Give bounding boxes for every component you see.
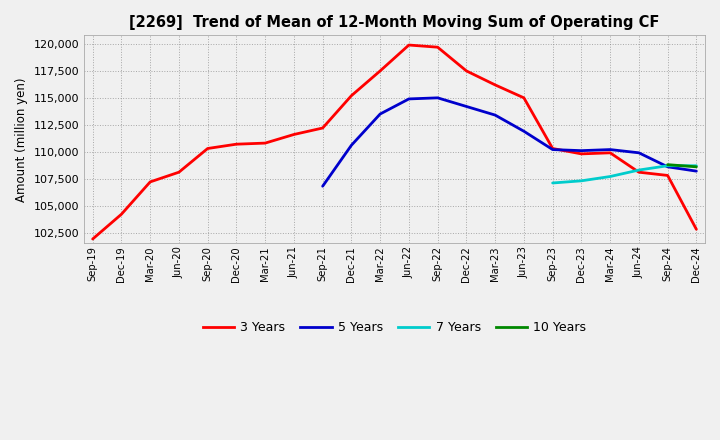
5 Years xyxy=(549,147,557,152)
3 Years xyxy=(174,169,183,175)
3 Years xyxy=(433,44,442,50)
5 Years xyxy=(606,147,614,152)
7 Years xyxy=(549,180,557,186)
3 Years xyxy=(577,151,585,157)
Legend: 3 Years, 5 Years, 7 Years, 10 Years: 3 Years, 5 Years, 7 Years, 10 Years xyxy=(198,316,591,339)
7 Years xyxy=(577,178,585,183)
3 Years xyxy=(318,125,327,131)
5 Years xyxy=(433,95,442,100)
5 Years xyxy=(663,164,672,169)
3 Years xyxy=(462,68,471,73)
5 Years xyxy=(347,143,356,148)
Line: 5 Years: 5 Years xyxy=(323,98,696,186)
Line: 10 Years: 10 Years xyxy=(667,165,696,167)
7 Years xyxy=(692,163,701,169)
3 Years xyxy=(289,132,298,137)
7 Years xyxy=(634,167,643,172)
3 Years xyxy=(203,146,212,151)
10 Years xyxy=(692,164,701,169)
10 Years xyxy=(663,162,672,167)
5 Years xyxy=(520,128,528,134)
3 Years xyxy=(405,42,413,48)
5 Years xyxy=(405,96,413,102)
5 Years xyxy=(376,111,384,117)
3 Years xyxy=(549,146,557,151)
3 Years xyxy=(634,169,643,175)
Y-axis label: Amount (million yen): Amount (million yen) xyxy=(15,77,28,202)
5 Years xyxy=(491,113,500,118)
3 Years xyxy=(261,140,269,146)
Line: 3 Years: 3 Years xyxy=(93,45,696,239)
3 Years xyxy=(89,236,97,242)
5 Years xyxy=(462,104,471,109)
Line: 7 Years: 7 Years xyxy=(553,166,696,183)
3 Years xyxy=(491,82,500,88)
3 Years xyxy=(692,227,701,232)
5 Years xyxy=(577,148,585,153)
5 Years xyxy=(634,150,643,155)
3 Years xyxy=(117,212,126,217)
3 Years xyxy=(520,95,528,100)
3 Years xyxy=(347,93,356,98)
7 Years xyxy=(663,163,672,169)
3 Years xyxy=(606,150,614,155)
7 Years xyxy=(606,174,614,179)
3 Years xyxy=(146,179,155,184)
3 Years xyxy=(232,142,240,147)
3 Years xyxy=(663,173,672,178)
5 Years xyxy=(692,169,701,174)
3 Years xyxy=(376,68,384,73)
5 Years xyxy=(318,183,327,189)
Title: [2269]  Trend of Mean of 12-Month Moving Sum of Operating CF: [2269] Trend of Mean of 12-Month Moving … xyxy=(130,15,660,30)
